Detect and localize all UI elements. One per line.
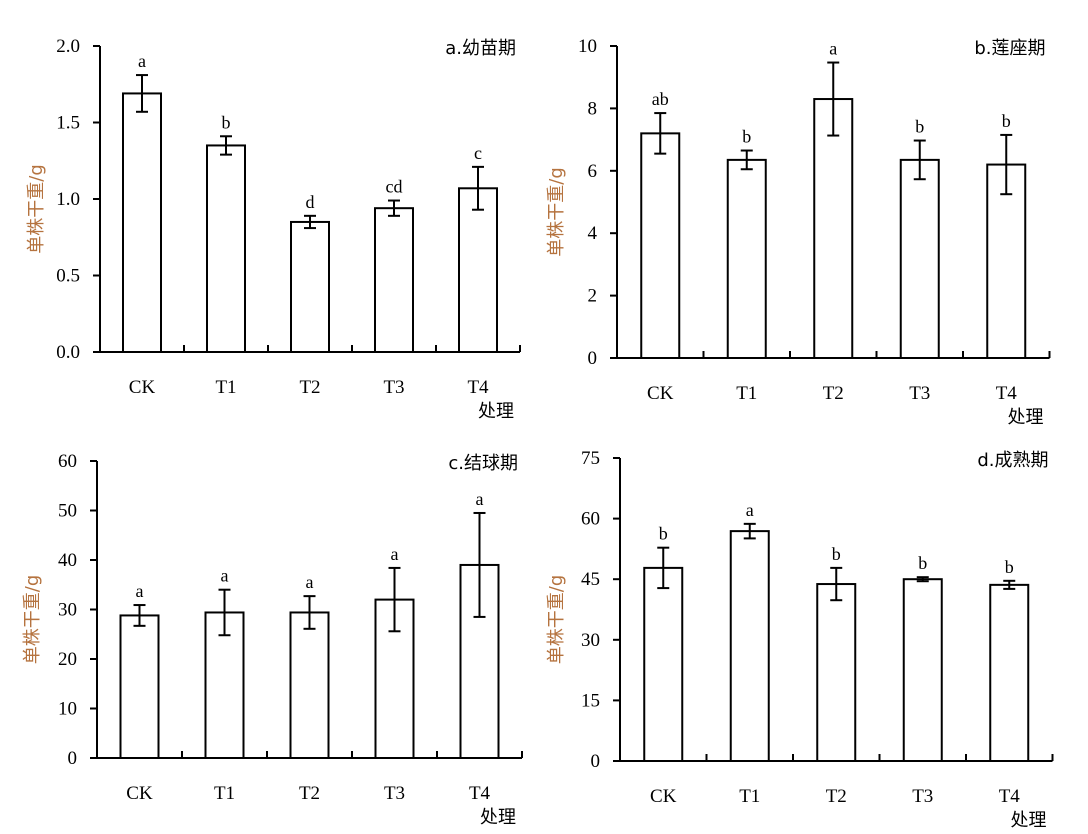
x-axis-label: 处理 [1008,407,1044,428]
bar-T3 [899,158,940,359]
bar-T2 [813,98,854,359]
y-tick-label: 2 [588,286,598,307]
y-tick-label: 0.0 [56,342,80,363]
x-tick-label: CK [129,377,156,398]
significance-label: a [391,544,399,564]
significance-label: a [476,489,484,509]
significance-label: cd [386,177,403,197]
significance-label: a [138,51,146,71]
bar-T2 [290,220,330,353]
y-tick-label: 30 [58,600,77,621]
y-tick-label: 10 [58,699,77,720]
bar-CK [122,92,162,354]
y-tick-label: 60 [581,509,600,530]
bar-T2 [289,611,330,759]
significance-label: b [222,112,231,132]
chart-title: c.结球期 [448,453,518,474]
bar-T4 [458,187,498,353]
chart-title: d.成熟期 [977,450,1048,471]
x-tick-label: T2 [826,786,847,807]
y-tick-label: 75 [581,448,600,469]
y-axis-label: 单株干重/g [26,164,47,254]
x-tick-label: T1 [739,786,760,807]
y-tick-label: 1.5 [56,113,80,134]
y-tick-label: 0.5 [56,266,80,287]
y-tick-label: 10 [578,36,597,57]
significance-label: a [746,500,754,520]
y-tick-label: 20 [58,649,77,670]
x-tick-label: T3 [383,377,404,398]
y-axis-label: 单株干重/g [546,167,567,257]
x-tick-label: T2 [823,383,844,404]
y-tick-label: 15 [581,690,600,711]
significance-label: b [1002,111,1011,131]
significance-label: ab [652,89,669,109]
chart-title: a.幼苗期 [445,38,516,59]
y-tick-label: 40 [58,550,77,571]
bar-T4 [986,163,1027,359]
y-tick-label: 6 [588,161,598,182]
significance-label: b [915,117,924,137]
y-axis-label: 单株干重/g [22,575,43,665]
significance-label: c [474,143,482,163]
bar-T1 [726,158,767,359]
x-tick-label: T3 [909,383,930,404]
bar-T4 [989,583,1030,763]
bar-CK [640,132,681,359]
y-tick-label: 2.0 [56,36,80,57]
y-tick-label: 0 [68,748,78,769]
y-tick-label: 0 [591,751,601,772]
y-tick-label: 4 [588,223,598,244]
x-tick-label: T3 [912,786,933,807]
bar-T1 [729,530,770,763]
y-tick-label: 8 [588,98,598,119]
x-axis-label: 处理 [1011,810,1047,831]
y-tick-label: 1.0 [56,189,80,210]
significance-label: b [832,544,841,564]
significance-label: b [659,524,668,544]
x-tick-label: T2 [299,377,320,398]
x-tick-label: T4 [996,383,1018,404]
x-tick-label: T4 [467,377,489,398]
x-tick-label: T1 [736,383,757,404]
x-axis-label: 处理 [478,401,514,422]
significance-label: b [742,127,751,147]
x-tick-label: CK [647,383,674,404]
bar-T3 [902,578,943,763]
bar-T1 [204,611,245,759]
y-tick-label: 50 [58,501,77,522]
x-tick-label: T2 [299,783,320,804]
significance-label: b [918,553,927,573]
significance-label: a [221,566,229,586]
significance-label: a [136,581,144,601]
bar-T2 [816,583,857,762]
significance-label: a [829,39,837,59]
y-tick-label: 45 [581,569,600,590]
x-tick-label: T3 [384,783,405,804]
x-tick-label: CK [650,786,677,807]
x-tick-label: T4 [469,783,491,804]
x-tick-label: CK [126,783,153,804]
y-axis-label: 单株干重/g [546,575,567,665]
x-tick-label: T4 [999,786,1021,807]
y-tick-label: 60 [58,451,77,472]
significance-label: a [306,572,314,592]
x-axis-label: 处理 [480,807,516,828]
y-tick-label: 0 [588,348,598,369]
significance-label: d [306,192,315,212]
chart-title: b.莲座期 [974,38,1045,59]
significance-label: b [1005,557,1014,577]
x-tick-label: T1 [215,377,236,398]
y-tick-label: 30 [581,630,600,651]
bar-T1 [206,144,246,353]
bar-T3 [374,207,414,353]
bar-CK [119,614,160,759]
bar-CK [643,566,684,762]
x-tick-label: T1 [214,783,235,804]
